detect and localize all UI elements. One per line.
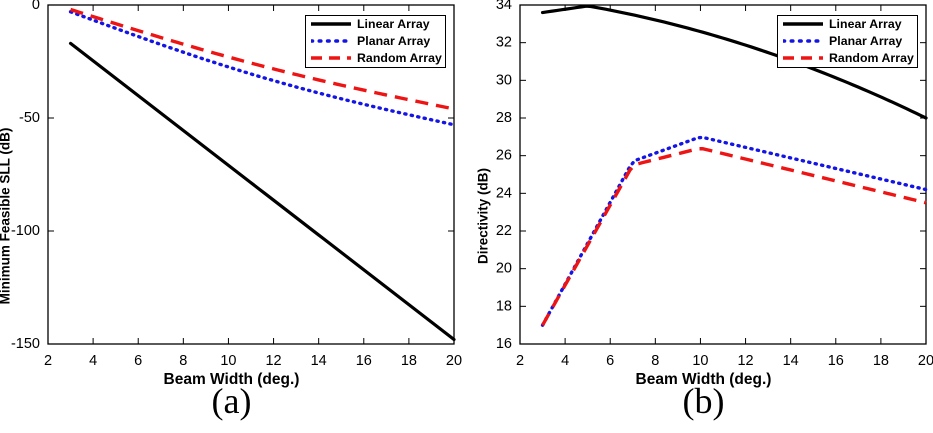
svg-text:18: 18 (401, 353, 417, 369)
svg-text:28: 28 (496, 110, 512, 126)
svg-text:12: 12 (737, 353, 753, 369)
svg-text:6: 6 (606, 353, 614, 369)
svg-text:10: 10 (220, 353, 236, 369)
svg-text:0: 0 (32, 0, 40, 13)
svg-text:2: 2 (516, 353, 524, 369)
svg-text:6: 6 (134, 353, 142, 369)
svg-text:20: 20 (496, 261, 512, 277)
svg-text:-150: -150 (11, 336, 40, 352)
svg-text:20: 20 (918, 353, 933, 369)
svg-text:16: 16 (828, 353, 844, 369)
svg-text:-100: -100 (11, 223, 40, 239)
svg-text:18: 18 (496, 298, 512, 314)
svg-text:32: 32 (496, 35, 512, 51)
svg-text:12: 12 (265, 353, 281, 369)
svg-text:-50: -50 (19, 110, 40, 126)
svg-text:14: 14 (311, 353, 327, 369)
svg-text:34: 34 (496, 0, 512, 13)
svg-text:26: 26 (496, 148, 512, 164)
svg-text:30: 30 (496, 72, 512, 88)
svg-text:14: 14 (783, 353, 799, 369)
svg-text:16: 16 (356, 353, 372, 369)
svg-text:18: 18 (873, 353, 889, 369)
svg-text:4: 4 (89, 353, 97, 369)
svg-text:10: 10 (692, 353, 708, 369)
svg-text:4: 4 (561, 353, 569, 369)
svg-text:22: 22 (496, 223, 512, 239)
svg-text:8: 8 (179, 353, 187, 369)
svg-text:20: 20 (446, 353, 462, 369)
svg-text:8: 8 (651, 353, 659, 369)
svg-text:16: 16 (496, 336, 512, 352)
svg-text:2: 2 (44, 353, 52, 369)
svg-text:24: 24 (496, 185, 512, 201)
